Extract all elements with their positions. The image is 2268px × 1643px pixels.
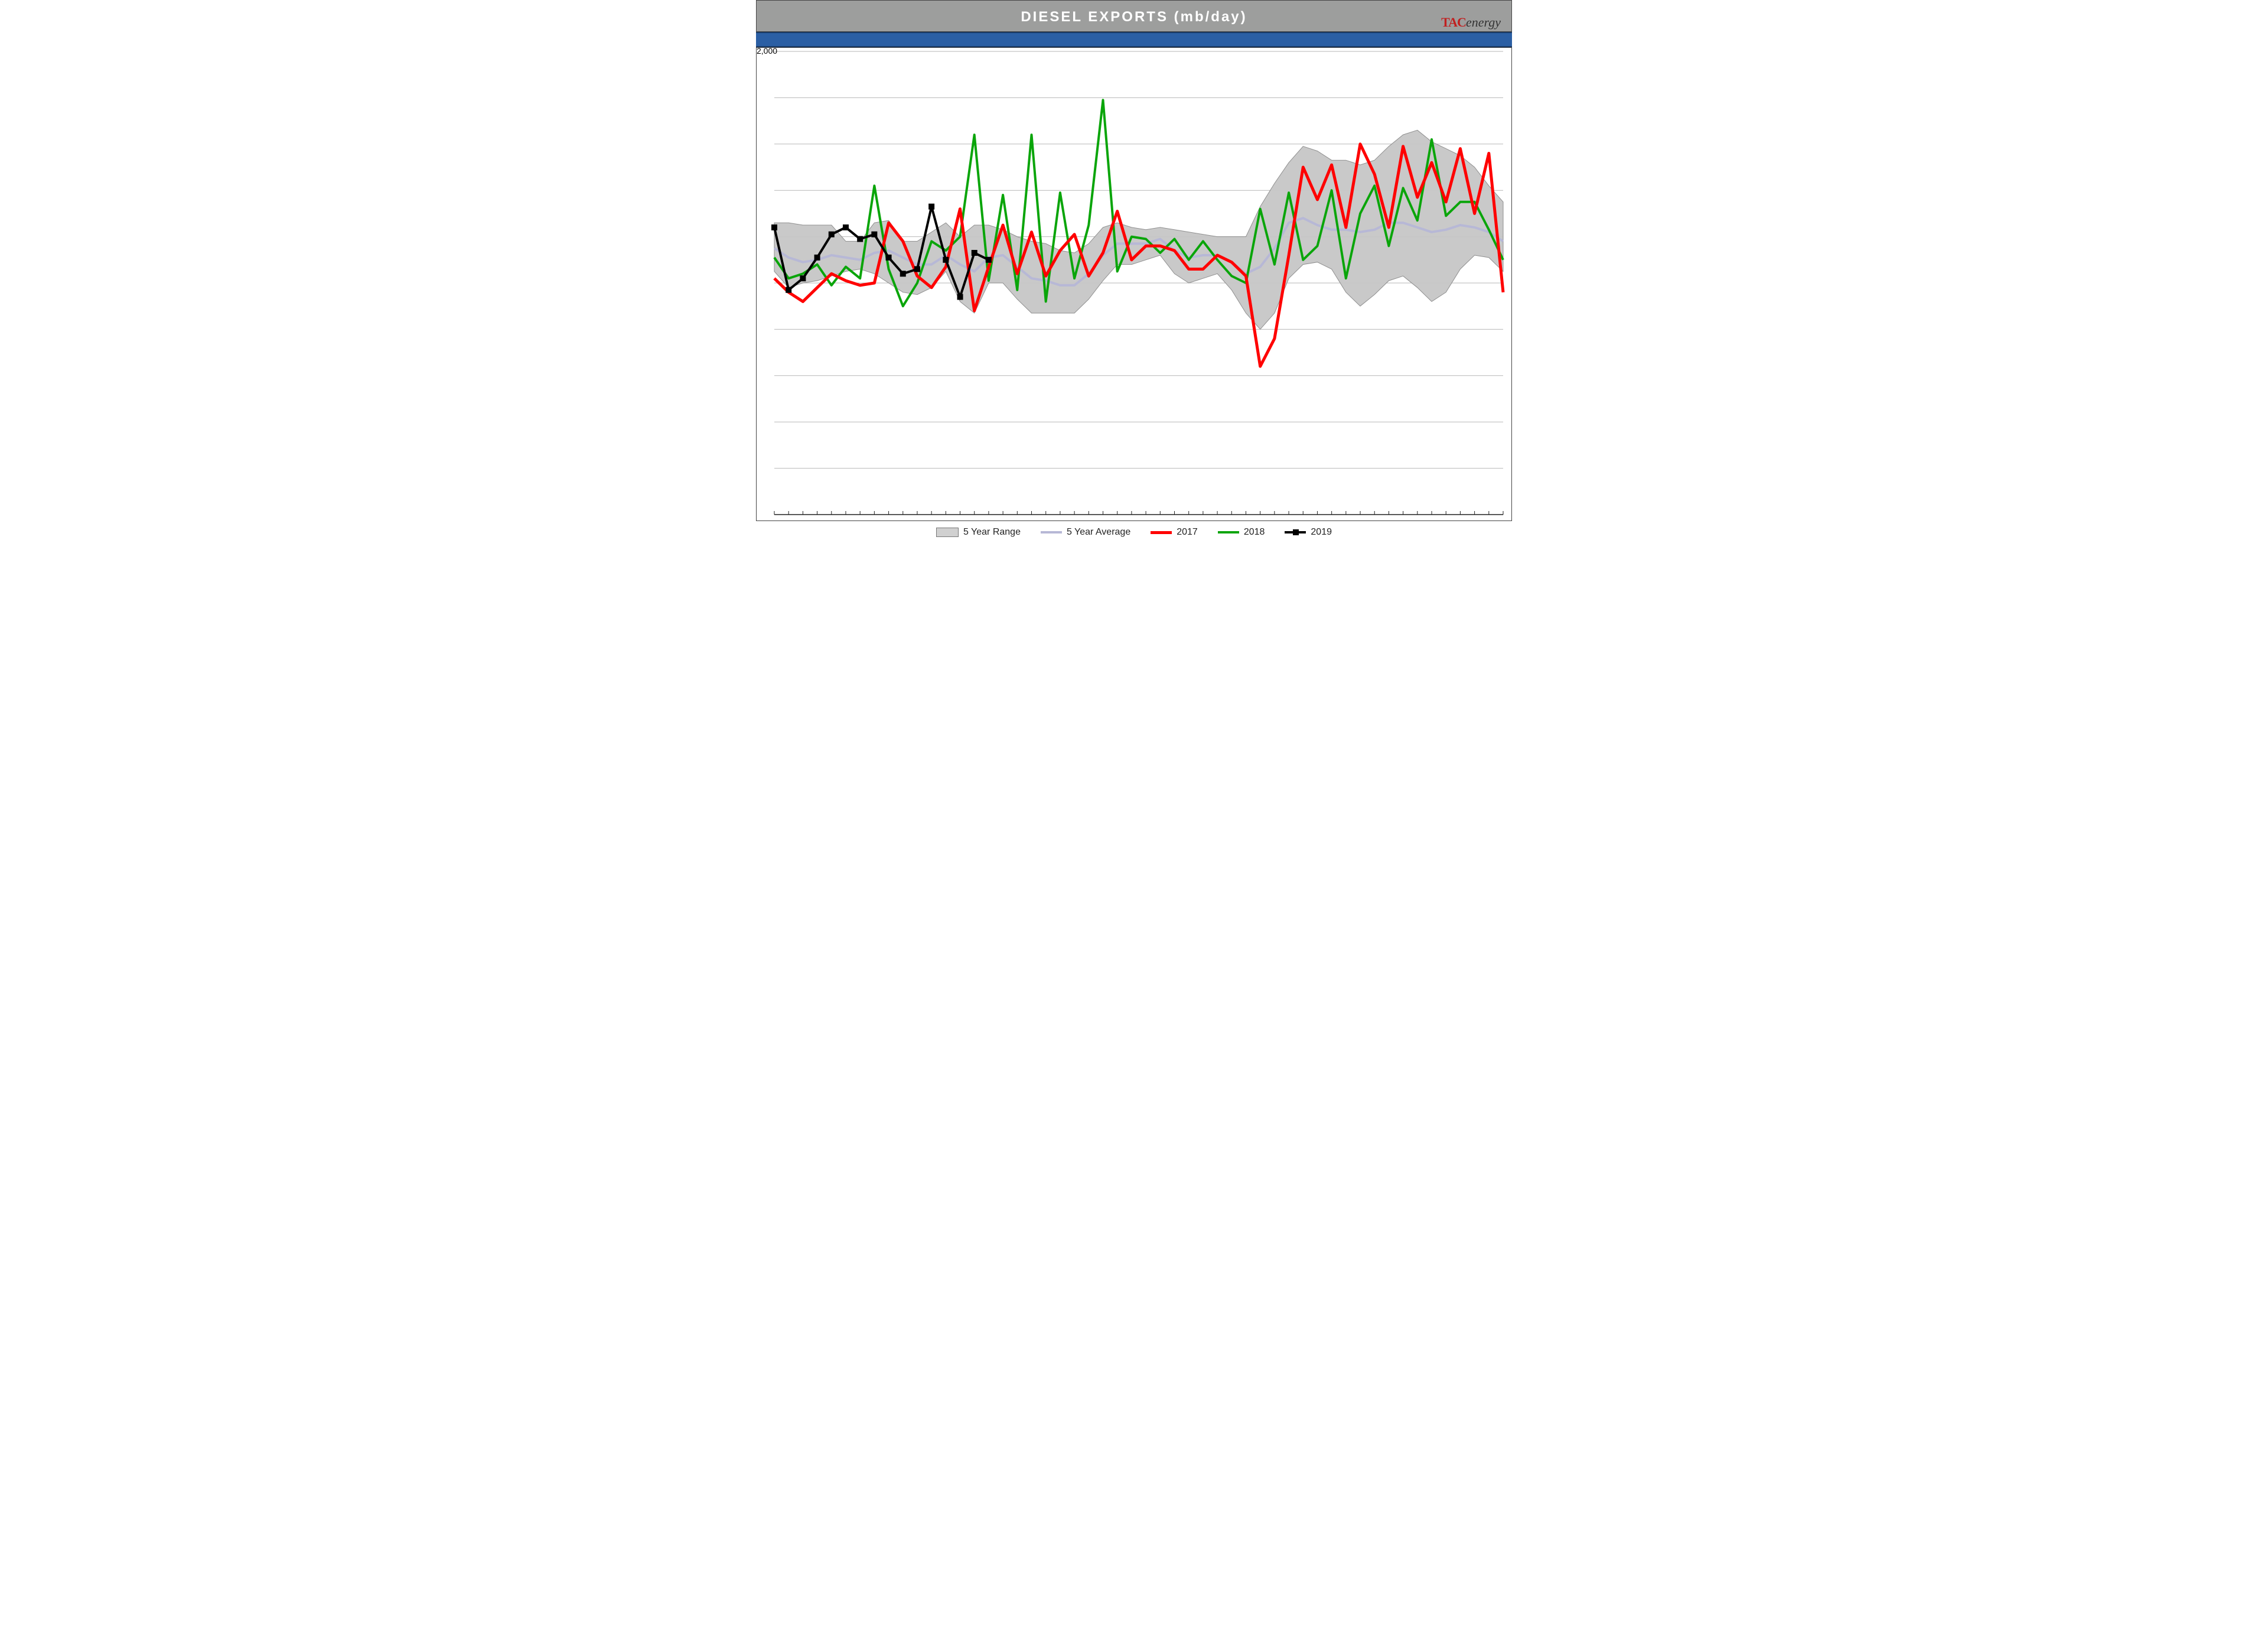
title-bar: DIESEL EXPORTS (mb/day) TACenergy — [756, 0, 1512, 32]
s2018-swatch — [1218, 531, 1239, 533]
accent-bar — [756, 32, 1512, 47]
legend-item-2018: 2018 — [1218, 527, 1265, 538]
avg-swatch — [1041, 531, 1062, 533]
s2019-swatch — [1285, 531, 1306, 533]
chart-plot-area: 2,000 — [756, 47, 1512, 521]
brand-logo: TACenergy — [1441, 15, 1501, 30]
chart-svg: 2,000 — [757, 48, 1511, 520]
legend-item-avg: 5 Year Average — [1041, 527, 1130, 538]
legend-item-2019: 2019 — [1285, 527, 1332, 538]
brand-energy: energy — [1466, 15, 1501, 30]
legend-label: 5 Year Range — [963, 527, 1021, 538]
legend-item-2017: 2017 — [1151, 527, 1198, 538]
range-swatch — [936, 528, 959, 537]
chart-title: DIESEL EXPORTS (mb/day) — [757, 9, 1511, 25]
legend-item-range: 5 Year Range — [936, 527, 1021, 538]
brand-tac: TAC — [1441, 15, 1466, 30]
s2017-swatch — [1151, 531, 1172, 534]
chart-card: DIESEL EXPORTS (mb/day) TACenergy 2,000 … — [756, 0, 1512, 546]
legend-label: 2019 — [1311, 527, 1332, 538]
legend-label: 5 Year Average — [1067, 527, 1130, 538]
legend-label: 2017 — [1177, 527, 1198, 538]
legend: 5 Year Range 5 Year Average 2017 2018 20… — [756, 521, 1512, 546]
svg-text:2,000: 2,000 — [757, 48, 777, 56]
legend-label: 2018 — [1244, 527, 1265, 538]
